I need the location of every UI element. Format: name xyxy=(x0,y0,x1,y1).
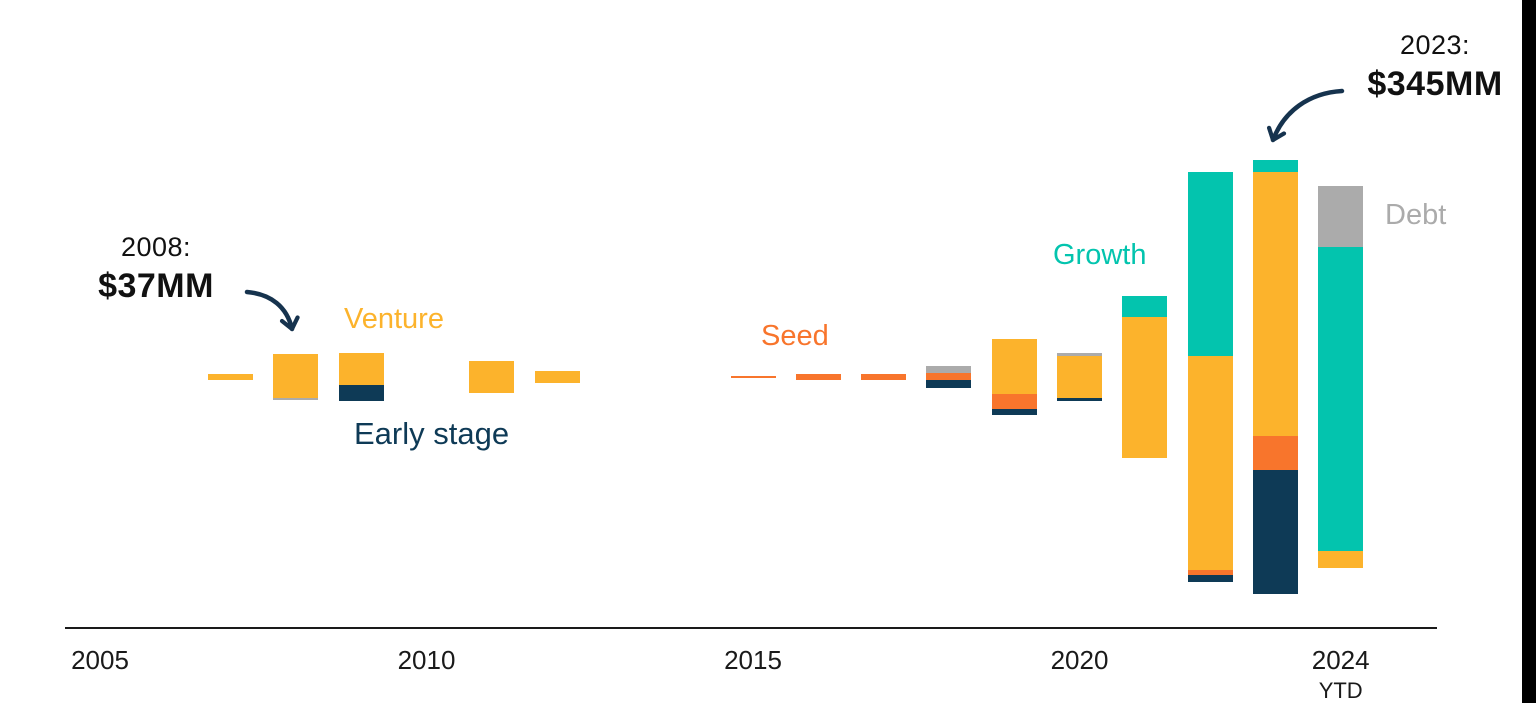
segment-venture-2008 xyxy=(273,353,319,398)
segment-venture-2007 xyxy=(208,373,254,381)
segment-venture-2024 xyxy=(1318,551,1364,568)
x-tick-2020: 2020 xyxy=(1050,645,1109,675)
bar-2009 xyxy=(338,353,384,401)
segment-venture-2020 xyxy=(1057,355,1102,399)
x-tick-2024: 2024 YTD xyxy=(1311,645,1370,703)
bar-2015 xyxy=(730,375,776,379)
segment-growth-2023 xyxy=(1252,159,1298,173)
annotation-2023: 2023: $345MM xyxy=(1350,30,1520,104)
annotation-2023-amount: $345MM xyxy=(1367,65,1503,103)
segment-seed-2016 xyxy=(795,373,841,381)
segment-seed-2023 xyxy=(1252,435,1298,470)
x-tick-2005: 2005 xyxy=(71,645,129,675)
segment-venture-2022 xyxy=(1187,355,1233,570)
segment-early-2020 xyxy=(1057,398,1102,401)
segment-seed-2017 xyxy=(861,373,907,381)
segment-venture-2009 xyxy=(338,353,384,385)
bar-2011 xyxy=(469,361,515,393)
annotation-2008: 2008: $37MM xyxy=(88,232,224,306)
annotation-2008-amount: $37MM xyxy=(98,267,214,305)
segment-seed-2018 xyxy=(926,373,972,380)
segment-debt-2024 xyxy=(1318,186,1364,247)
segment-growth-2022 xyxy=(1187,171,1233,356)
segment-venture-2011 xyxy=(469,361,515,393)
bar-2017 xyxy=(861,373,907,381)
segment-early-2022 xyxy=(1187,574,1233,583)
series-label-growth: Growth xyxy=(1053,239,1147,271)
segment-venture-2019 xyxy=(991,338,1037,394)
bar-2018 xyxy=(926,365,972,389)
x-tick-sublabel: YTD xyxy=(1318,678,1363,703)
segment-seed-2019 xyxy=(991,394,1037,410)
segment-debt-2008 xyxy=(273,397,319,401)
series-label-venture: Venture xyxy=(344,303,444,335)
segment-debt-2018 xyxy=(926,365,972,374)
bar-2023 xyxy=(1252,159,1298,595)
segment-venture-2023 xyxy=(1252,172,1298,436)
bar-2012 xyxy=(534,371,580,383)
bar-2022 xyxy=(1187,171,1233,583)
bar-2020 xyxy=(1057,353,1102,401)
segment-seed-2022 xyxy=(1187,569,1233,575)
bar-2016 xyxy=(795,373,841,381)
segment-growth-2024 xyxy=(1318,246,1364,552)
x-tick-2015: 2015 xyxy=(724,645,782,675)
x-tick-2010: 2010 xyxy=(397,645,456,675)
x-axis-line xyxy=(65,627,1437,629)
bar-2007 xyxy=(208,373,254,381)
segment-seed-2015 xyxy=(730,375,776,379)
series-label-seed: Seed xyxy=(761,320,829,352)
bar-2019 xyxy=(991,338,1037,416)
annotation-2023-year: 2023: xyxy=(1399,30,1471,60)
segment-early-2009 xyxy=(338,384,384,401)
bar-2024 xyxy=(1318,186,1364,568)
segment-debt-2020 xyxy=(1057,353,1102,356)
segment-venture-2012 xyxy=(534,371,580,383)
segment-venture-2021 xyxy=(1122,316,1168,458)
annotation-2008-year: 2008: xyxy=(120,232,192,262)
series-label-debt: Debt xyxy=(1385,199,1447,231)
segment-growth-2021 xyxy=(1122,296,1168,317)
bar-2021 xyxy=(1122,296,1168,458)
bar-2008 xyxy=(273,353,319,401)
segment-early-2019 xyxy=(991,409,1037,416)
screen-edge-bar xyxy=(1522,0,1536,703)
segment-early-2023 xyxy=(1252,469,1298,595)
series-label-early-stage: Early stage xyxy=(354,416,510,451)
segment-early-2018 xyxy=(926,379,972,389)
